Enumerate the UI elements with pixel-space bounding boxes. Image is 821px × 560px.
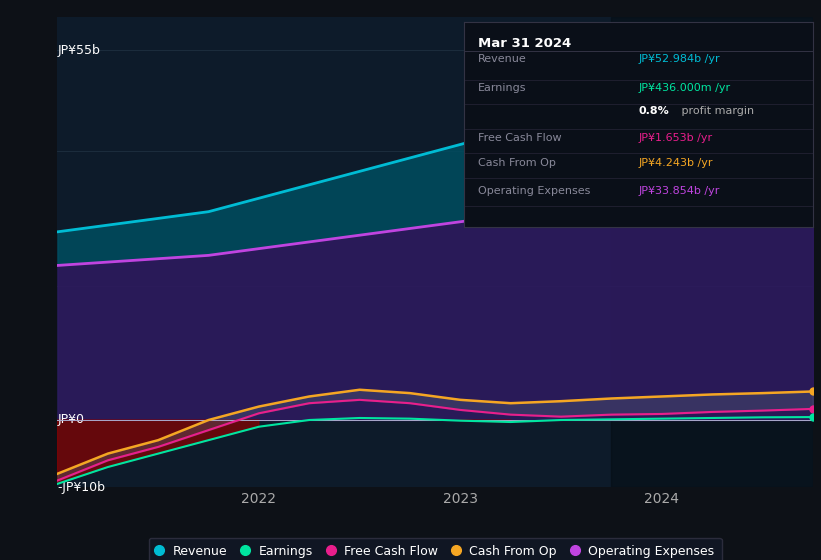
Text: Revenue: Revenue: [478, 54, 526, 64]
Text: JP¥436.000m /yr: JP¥436.000m /yr: [639, 83, 731, 93]
Text: JP¥52.984b /yr: JP¥52.984b /yr: [639, 54, 720, 64]
Bar: [612, 17, 813, 487]
Text: profit margin: profit margin: [678, 106, 754, 116]
Legend: Revenue, Earnings, Free Cash Flow, Cash From Op, Operating Expenses: Revenue, Earnings, Free Cash Flow, Cash …: [149, 538, 722, 560]
Text: 0.8%: 0.8%: [639, 106, 669, 116]
Text: JP¥33.854b /yr: JP¥33.854b /yr: [639, 186, 720, 196]
Text: Mar 31 2024: Mar 31 2024: [478, 37, 571, 50]
Text: -JP¥10b: -JP¥10b: [57, 480, 105, 494]
Text: JP¥4.243b /yr: JP¥4.243b /yr: [639, 158, 713, 169]
Text: Earnings: Earnings: [478, 83, 526, 93]
Text: JP¥1.653b /yr: JP¥1.653b /yr: [639, 133, 713, 143]
Text: Free Cash Flow: Free Cash Flow: [478, 133, 562, 143]
Text: Cash From Op: Cash From Op: [478, 158, 556, 169]
Text: JP¥55b: JP¥55b: [57, 44, 100, 57]
Text: Operating Expenses: Operating Expenses: [478, 186, 590, 196]
Text: JP¥0: JP¥0: [57, 413, 85, 427]
